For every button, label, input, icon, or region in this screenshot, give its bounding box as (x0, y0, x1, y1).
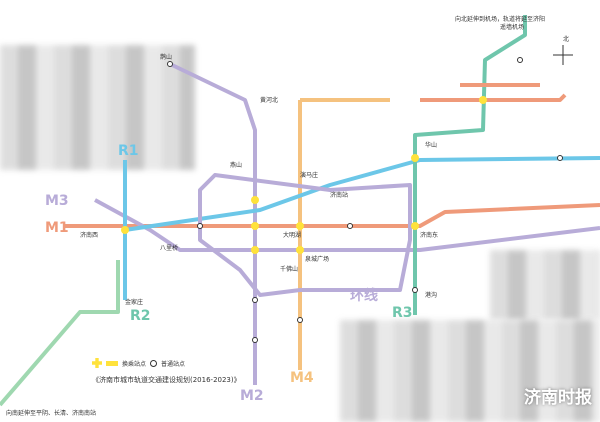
blurred-region (340, 320, 600, 422)
transfer-station-icon (92, 358, 102, 368)
blurred-region (0, 45, 195, 170)
line-label-r2: R2 (130, 308, 151, 324)
station-label: 济南站 (330, 192, 349, 199)
note-top: 向北延伸到机场，轨道将延至济阳 (455, 16, 546, 23)
line-label-m1: M1 (45, 220, 69, 236)
station-label: 遥墙机场 (500, 24, 525, 31)
compass-icon (553, 45, 573, 65)
compass-label: 北 (563, 36, 570, 43)
station-label: 济南西 (80, 232, 99, 239)
station-label: 演马庄 (300, 172, 319, 179)
station-label: 大明湖 (283, 232, 302, 239)
line-m4 (298, 98, 390, 370)
line-upper-east (420, 83, 567, 102)
line-label-m2: M2 (240, 388, 264, 404)
line-label-m3: M3 (45, 193, 69, 209)
station-label: 黄河北 (260, 97, 279, 104)
line-m1 (65, 203, 600, 228)
line-label-m4: M4 (290, 370, 314, 386)
legend: 换乘站点 普通站点 (92, 358, 185, 368)
station-label: 泉城广场 (305, 256, 330, 263)
line-label-ring: 环线 (350, 288, 378, 304)
line-m3 (94, 198, 600, 252)
normal-station-icon (150, 359, 158, 367)
station-label: 千佛山 (280, 266, 299, 273)
transfer-bar-icon (106, 360, 118, 366)
line-label-r1: R1 (118, 143, 139, 159)
legend-transfer-label: 换乘站点 (122, 360, 147, 368)
line-r3 (413, 15, 527, 315)
watermark: 济南时报 (524, 388, 592, 408)
line-r2 (0, 260, 120, 407)
note-bottom: 向南延伸至平阴、长清、济南南站 (6, 410, 97, 417)
station-label: 燕山 (230, 162, 243, 169)
line-label-r3: R3 (392, 305, 413, 321)
station-label: 金家庄 (125, 299, 144, 306)
station-label: 鹊山 (160, 54, 173, 61)
map-title: 《济南市城市轨道交通建设规划(2016-2023)》 (92, 376, 241, 384)
blurred-region (490, 250, 600, 320)
station-label: 华山 (425, 142, 438, 149)
line-m2 (169, 62, 257, 385)
station-label: 港沟 (425, 292, 438, 299)
station-label: 济南东 (420, 232, 439, 239)
station-label: 八里桥 (160, 245, 179, 252)
legend-normal-label: 普通站点 (161, 360, 186, 368)
line-r1 (123, 156, 600, 300)
